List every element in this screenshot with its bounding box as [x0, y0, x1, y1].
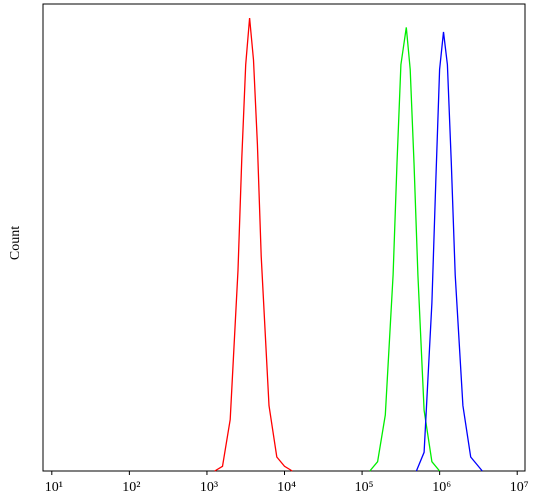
x-tick-label: 10⁷ [510, 480, 529, 495]
x-tick-label: 10⁶ [432, 480, 451, 495]
x-tick-label: 10⁵ [355, 480, 374, 495]
x-tick-label: 10³ [200, 480, 218, 495]
y-axis-label: Count [8, 226, 23, 260]
x-tick-label: 10⁴ [277, 480, 296, 495]
histogram-curve [369, 27, 441, 472]
x-tick-label: 10² [122, 480, 140, 495]
histogram-curve [415, 31, 483, 472]
x-tick-label: 10¹ [45, 480, 63, 495]
plot-frame [42, 3, 526, 472]
histogram-curve [214, 17, 293, 472]
